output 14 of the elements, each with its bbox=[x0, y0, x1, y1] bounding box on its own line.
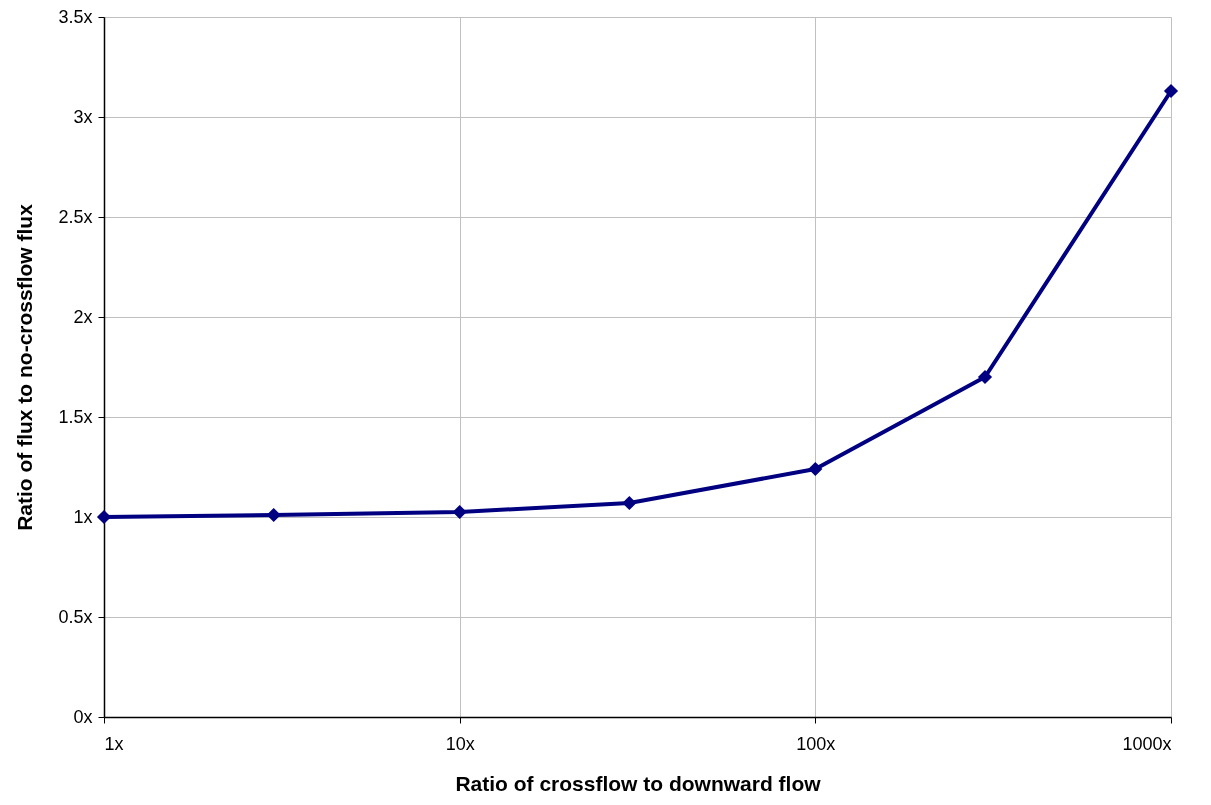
y-tick-label: 0.5x bbox=[58, 606, 93, 627]
y-tick-label: 2.5x bbox=[58, 206, 93, 227]
x-tick-label: 10x bbox=[445, 733, 475, 754]
y-tick-label: 1x bbox=[73, 506, 93, 527]
y-tick-label: 0x bbox=[73, 706, 93, 727]
y-axis-title: Ratio of flux to no-crossflow flux bbox=[13, 203, 37, 531]
y-tick-label: 2x bbox=[73, 306, 93, 327]
y-tick-label: 1.5x bbox=[58, 406, 93, 427]
y-tick-label: 3.5x bbox=[58, 6, 93, 27]
x-tick-label: 1000x bbox=[1122, 733, 1172, 754]
x-tick-label: 1x bbox=[104, 733, 124, 754]
y-tick-label: 3x bbox=[73, 106, 93, 127]
x-tick-label: 100x bbox=[796, 733, 836, 754]
x-axis-title: Ratio of crossflow to downward flow bbox=[455, 771, 822, 795]
